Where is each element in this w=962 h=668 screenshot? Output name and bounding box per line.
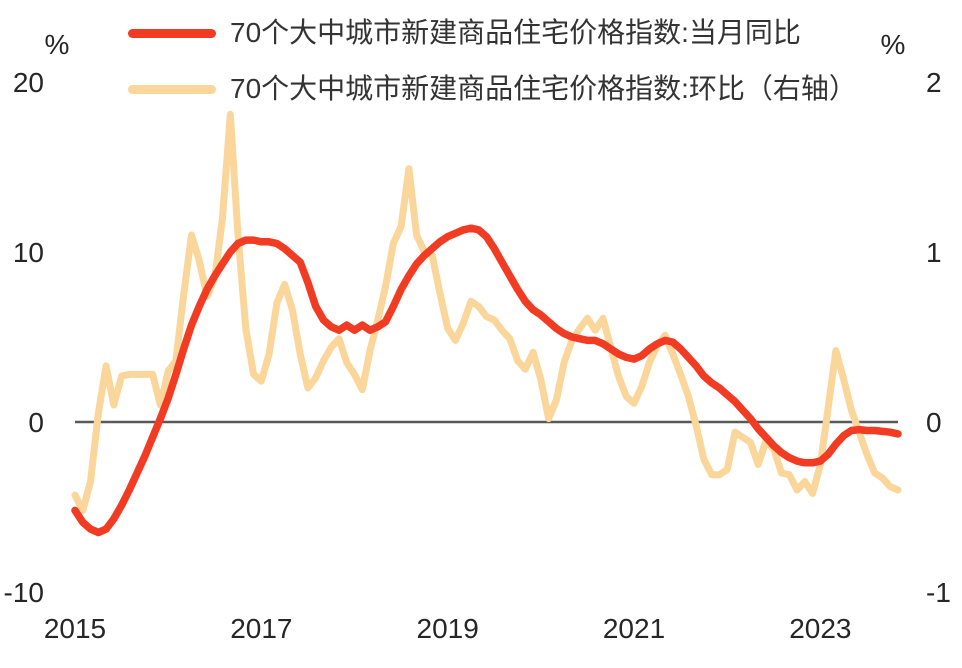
tick-label-left--10: -10 [4, 577, 44, 608]
legend-item-yoy: 70个大中城市新建商品住宅价格指数:当月同比 [128, 12, 857, 54]
tick-label-right-1: 1 [926, 237, 942, 268]
left-axis-tick-labels: 20 10 0 -10 [4, 67, 44, 608]
tick-label-x-2017: 2017 [230, 613, 292, 644]
tick-label-x-2015: 2015 [44, 613, 106, 644]
right-axis-unit: % [881, 29, 906, 60]
legend-label-yoy: 70个大中城市新建商品住宅价格指数:当月同比 [230, 17, 801, 48]
legend-item-mom: 70个大中城市新建商品住宅价格指数:环比（右轴） [128, 68, 857, 110]
legend-swatch [128, 84, 216, 94]
left-axis-unit: % [45, 29, 70, 60]
tick-label-x-2023: 2023 [789, 613, 851, 644]
tick-label-right--1: -1 [926, 577, 951, 608]
series-line-0 [71, 224, 902, 537]
tick-label-right-0: 0 [926, 407, 942, 438]
x-axis-tick-labels: 2015 2017 2019 2021 2023 [44, 613, 852, 644]
legend-swatch [128, 28, 216, 38]
tick-label-left-10: 10 [13, 237, 44, 268]
tick-label-left-20: 20 [13, 67, 44, 98]
right-axis-tick-labels: 2 1 0 -1 [926, 67, 951, 608]
tick-label-right-2: 2 [926, 67, 942, 98]
tick-label-left-0: 0 [28, 407, 44, 438]
tick-label-x-2021: 2021 [603, 613, 665, 644]
legend-label-mom: 70个大中城市新建商品住宅价格指数:环比（右轴） [230, 73, 857, 104]
legend: 70个大中城市新建商品住宅价格指数:当月同比 70个大中城市新建商品住宅价格指数… [128, 12, 857, 110]
tick-label-x-2019: 2019 [417, 613, 479, 644]
